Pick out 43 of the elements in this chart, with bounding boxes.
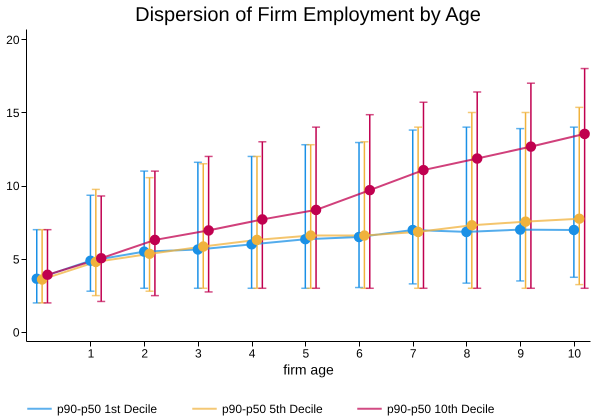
point xyxy=(568,224,580,236)
legend-label: p90-p50 10th Decile xyxy=(387,402,495,416)
x-tick-label: 2 xyxy=(141,346,148,360)
point xyxy=(574,213,584,224)
point xyxy=(526,141,536,152)
point xyxy=(520,216,531,227)
point xyxy=(579,128,590,140)
point xyxy=(466,220,478,231)
point xyxy=(257,214,268,225)
point xyxy=(96,253,106,264)
legend-label: p90-p50 1st Decile xyxy=(57,402,158,416)
point xyxy=(42,270,53,280)
point xyxy=(203,225,214,236)
point xyxy=(364,184,376,196)
x-tick-label: 7 xyxy=(410,346,417,360)
y-tick-label: 5 xyxy=(12,252,20,266)
point xyxy=(412,226,424,238)
y-tick-label: 15 xyxy=(6,106,20,120)
chart-title: Dispersion of Firm Employment by Age xyxy=(135,4,481,26)
point xyxy=(461,226,472,238)
legend-label: p90-p50 5th Decile xyxy=(222,402,324,416)
point xyxy=(198,241,208,252)
x-tick-label: 5 xyxy=(302,346,310,360)
x-tick-label: 10 xyxy=(568,346,582,360)
x-tick-label: 3 xyxy=(195,346,202,360)
point xyxy=(252,234,262,246)
point xyxy=(359,230,370,241)
point xyxy=(514,224,526,235)
x-tick-label: 8 xyxy=(464,346,471,360)
y-tick-label: 20 xyxy=(6,32,20,47)
x-tick-label: 9 xyxy=(517,346,524,360)
point xyxy=(150,234,160,246)
y-tick-label: 10 xyxy=(6,179,20,194)
point xyxy=(418,164,429,176)
y-tick-label: 0 xyxy=(12,326,20,340)
point xyxy=(305,230,316,241)
x-tick-label: 6 xyxy=(356,346,364,360)
point xyxy=(472,153,482,164)
point xyxy=(144,248,155,260)
x-tick-label: 4 xyxy=(248,346,256,360)
x-tick-label: 1 xyxy=(88,346,95,360)
point xyxy=(310,204,322,216)
x-axis-title: firm age xyxy=(283,362,334,378)
